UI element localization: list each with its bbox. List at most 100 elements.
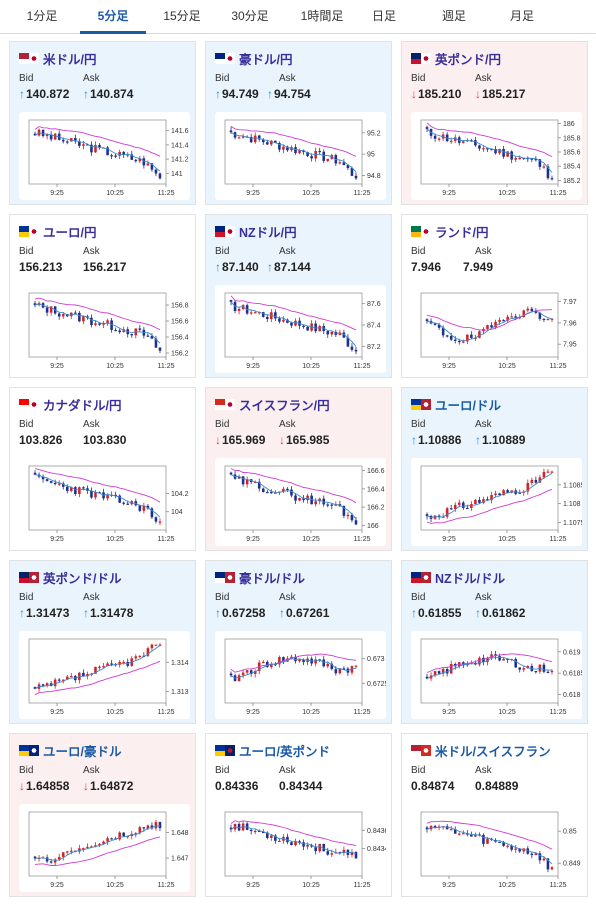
candle-body xyxy=(425,514,429,517)
rate-card[interactable]: 英ポンド/円 Bid Ask ↓185.210 ↓185.217 186 185.8 185.… xyxy=(401,41,588,205)
tab-monthly[interactable]: 月足 xyxy=(509,9,534,23)
rate-card[interactable]: 米ドル/スイスフラン Bid Ask 0.84874 0.84889 0.85 0.849 9… xyxy=(401,733,588,897)
mini-chart[interactable]: 1.314 1.313 9:25 10:25 11:25 xyxy=(19,631,190,719)
candle-body xyxy=(334,669,338,674)
rate-card[interactable]: ユーロ/ドルBidAsk↑1.10886↑1.108891.10851.1081… xyxy=(401,387,588,551)
mini-chart[interactable]: 87.6 87.4 87.2 9:25 10:25 11:25 xyxy=(215,285,386,373)
mini-chart[interactable]: 1.1085 1.108 1.1075 9:25 10:25 11:25 xyxy=(411,458,582,546)
mini-chart[interactable]: 0.85 0.849 9:25 10:25 11:25 xyxy=(411,804,582,892)
rate-card[interactable]: スイスフラン/円 Bid Ask ↓165.969 ↓165.985 166.6 166.4… xyxy=(205,387,392,551)
candle-body xyxy=(478,331,481,338)
candle-body xyxy=(425,827,429,830)
candle-body xyxy=(102,841,105,844)
candle-body xyxy=(86,846,89,849)
mini-chart[interactable]: 141.6 141.4 141.2 141 9:25 10:25 11:25 xyxy=(19,112,190,200)
tab-1min[interactable]: 1分足 xyxy=(26,9,58,23)
ma-short xyxy=(230,474,357,520)
y-tick-label: 1.647 xyxy=(171,856,189,863)
card-header: ユーロ/英ポンド xyxy=(215,742,330,759)
rate-card[interactable]: NZドル/ドルBidAsk↑0.61855↑0.618620.6190.6185… xyxy=(401,560,588,724)
candle-body xyxy=(41,129,45,137)
rate-card[interactable]: 豪ドル/ドルBidAsk↑0.67258↑0.672610.6730.67259… xyxy=(205,560,392,724)
candle-body xyxy=(482,657,485,663)
pair-name-link[interactable]: ユーロ/円 xyxy=(43,225,97,240)
x-tick-label: 11:25 xyxy=(354,190,371,197)
candle-body xyxy=(278,657,281,665)
tab-5min[interactable]: 5分足 xyxy=(80,0,146,34)
pair-name-link[interactable]: スイスフラン/円 xyxy=(239,398,330,413)
plot-frame xyxy=(224,811,363,877)
candle-body xyxy=(290,656,293,659)
pair-name-link[interactable]: ユーロ/ドル xyxy=(435,398,501,413)
candle-body xyxy=(482,148,485,150)
rate-card[interactable]: 英ポンド/ドル Bid Ask ↑1.31473 ↑1.31478 1.314 1.313 9… xyxy=(9,560,196,724)
bid-label: Bid xyxy=(215,73,230,84)
x-tick-label: 9:25 xyxy=(50,709,64,716)
tab-weekly[interactable]: 週足 xyxy=(441,9,466,23)
candle-body xyxy=(286,146,289,151)
candle-body xyxy=(86,488,89,491)
candle-body xyxy=(150,163,154,170)
candle-body xyxy=(70,850,73,852)
mini-chart[interactable]: 104.2 104 9:25 10:25 11:25 xyxy=(19,458,190,546)
candle-body xyxy=(322,151,326,161)
rate-card[interactable]: ユーロ/円 Bid Ask 156.213 156.217 156.8 156.6 156.4… xyxy=(9,214,196,378)
rate-card[interactable]: ユーロ/豪ドル Bid Ask ↓1.64858 ↓1.64872 1.648 1.647 9… xyxy=(9,733,196,897)
ma-long xyxy=(426,488,553,524)
bid-label: Bid xyxy=(19,765,34,776)
tab-1hour[interactable]: 1時間足 xyxy=(300,9,344,23)
pair-name-link[interactable]: 豪ドル/ドル xyxy=(239,571,305,586)
pair-name-link[interactable]: NZドル/円 xyxy=(239,225,297,240)
rate-card[interactable]: ランド/円 Bid Ask 7.946 7.949 7.97 7.96 7.95 9:25 10:… xyxy=(401,214,588,378)
rate-card[interactable]: NZドル/円 Bid Ask ↑87.140 ↑87.144 87.6 87.4 87.2 9:… xyxy=(205,214,392,378)
candle-body xyxy=(457,502,461,505)
bid-price: ↓1.64858 xyxy=(19,779,69,793)
mini-chart[interactable]: 186 185.8 185.6 185.4 185.2 9:25 10:25 11:25 xyxy=(411,112,582,200)
pair-name-link[interactable]: 豪ドル/円 xyxy=(239,52,293,67)
candle-body xyxy=(134,833,138,835)
pair-name-link[interactable]: 米ドル/円 xyxy=(43,52,97,67)
pair-name-link[interactable]: ユーロ/英ポンド xyxy=(239,744,330,759)
rate-card[interactable]: 米ドル/円 Bid Ask ↑140.872 ↑140.874 141.6 141.4 141… xyxy=(9,41,196,205)
bid-price: ↑140.872 xyxy=(19,87,69,101)
mini-chart[interactable]: 0.619 0.6185 0.618 9:25 10:25 11:25 xyxy=(411,631,582,719)
pair-name-link[interactable]: NZドル/ドル xyxy=(435,571,506,586)
candle-body xyxy=(278,142,281,150)
tab-daily[interactable]: 日足 xyxy=(371,9,396,23)
ma-long xyxy=(426,653,553,673)
ask-value: 1.64872 xyxy=(90,779,134,793)
mini-chart[interactable]: 0.8436 0.8434 9:25 10:25 11:25 xyxy=(215,804,386,892)
pair-name-link[interactable]: 英ポンド/円 xyxy=(435,52,501,67)
pair-name-link[interactable]: ランド/円 xyxy=(435,225,489,240)
rate-card[interactable]: カナダドル/円 Bid Ask 103.826 103.830 104.2 104 9:25 1… xyxy=(9,387,196,551)
pair-name-link[interactable]: 英ポンド/ドル xyxy=(43,571,122,586)
y-tick-label: 0.8436 xyxy=(367,828,386,835)
pair-name-link[interactable]: ユーロ/豪ドル xyxy=(43,744,122,759)
ask-label: Ask xyxy=(475,592,492,603)
tab-15min[interactable]: 15分足 xyxy=(163,9,201,23)
tab-30min[interactable]: 30分足 xyxy=(231,9,269,23)
candle-body xyxy=(470,834,473,837)
candle-body xyxy=(330,663,334,670)
mini-chart[interactable]: 1.648 1.647 9:25 10:25 11:25 xyxy=(19,804,190,892)
arrow-up-icon: ↑ xyxy=(279,606,285,620)
mini-chart[interactable]: 7.97 7.96 7.95 9:25 10:25 11:25 xyxy=(411,285,582,373)
mini-chart[interactable]: 166.6 166.4 166.2 166 9:25 10:25 11:25 xyxy=(215,458,386,546)
candlestick-chart: 141.6 141.4 141.2 141 9:25 10:25 11:25 xyxy=(28,119,189,197)
rate-card[interactable]: 豪ドル/円 Bid Ask ↑94.749 ↑94.754 95.2 95 94.8 9:25 1… xyxy=(205,41,392,205)
candle-body xyxy=(502,841,505,846)
candle-body xyxy=(318,326,321,332)
mini-chart[interactable]: 95.2 95 94.8 9:25 10:25 11:25 xyxy=(215,112,386,200)
rate-card[interactable]: ユーロ/英ポンド Bid Ask 0.84336 0.84344 0.8436 0.8434… xyxy=(205,733,392,897)
mini-chart[interactable]: 156.8 156.6 156.4 156.2 9:25 10:25 11:25 xyxy=(19,285,190,373)
candle-body xyxy=(542,664,546,672)
pair-name-link[interactable]: カナダドル/円 xyxy=(43,398,122,413)
candle-body xyxy=(65,676,69,680)
candle-body xyxy=(494,493,497,496)
mini-chart[interactable]: 0.673 0.6725 9:25 10:25 11:25 xyxy=(215,631,386,719)
pair-name-link[interactable]: 米ドル/スイスフラン xyxy=(435,744,551,759)
candle-body xyxy=(482,499,485,503)
candle-body xyxy=(530,308,534,312)
card-header: NZドル/ドル xyxy=(411,569,506,586)
ma-long xyxy=(230,468,357,504)
